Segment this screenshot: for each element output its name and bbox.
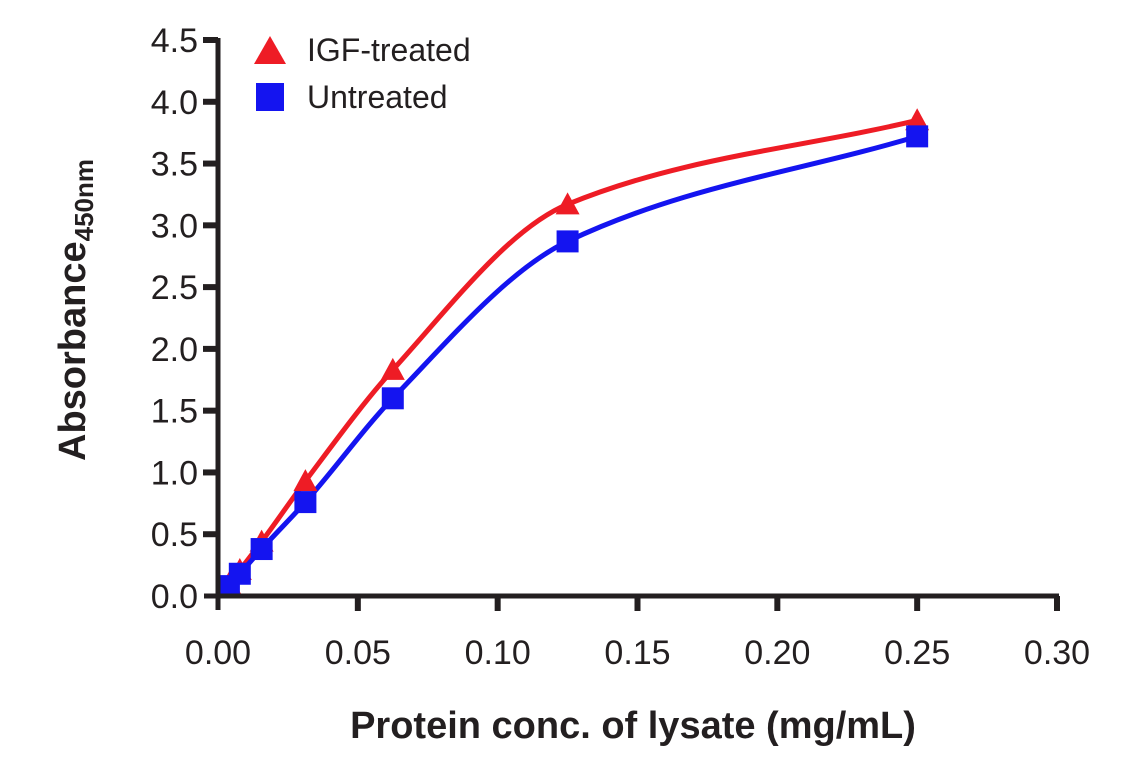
y-tick-label: 4.5 (151, 22, 198, 60)
y-tick-label: 0.5 (151, 516, 198, 554)
y-tick-label: 1.5 (151, 393, 198, 431)
data-point-triangle (905, 108, 930, 131)
fit-curves (216, 117, 918, 598)
y-tick-label: 0.0 (151, 578, 198, 616)
y-tick-label: 1.0 (151, 454, 198, 492)
svg-text:Absorbance450nm: Absorbance450nm (52, 159, 99, 461)
data-point-square (906, 125, 929, 148)
x-tick-label: 0.15 (604, 634, 670, 672)
data-point-square (294, 491, 317, 514)
y-tick-label: 3.0 (151, 207, 198, 245)
x-axis-title: Protein conc. of lysate (mg/mL) (350, 705, 916, 747)
x-tick-labels: 0.00 0.05 0.10 0.15 0.20 0.25 0.30 (185, 634, 1090, 672)
legend-triangle-marker (254, 36, 286, 64)
data-markers (216, 108, 930, 598)
data-point-square (250, 538, 273, 561)
legend-square-marker (256, 83, 284, 111)
y-tick-labels: 0.0 0.5 1.0 1.5 2.0 2.5 3.0 3.5 4.0 4.5 (151, 22, 198, 616)
legend-label-igf-treated: IGF-treated (307, 32, 471, 68)
y-axis-title-main: Absorbance (52, 241, 94, 461)
y-tick-label: 3.5 (151, 146, 198, 184)
x-tick-label: 0.10 (465, 634, 531, 672)
data-point-triangle (293, 469, 318, 492)
data-point-square (381, 387, 404, 410)
fit-curve-igf-treated (216, 117, 918, 598)
axes (203, 37, 1060, 611)
x-tick-label: 0.00 (185, 634, 251, 672)
y-tick-label: 4.0 (151, 84, 198, 122)
x-tick-label: 0.05 (325, 634, 391, 672)
data-point-triangle (555, 192, 580, 215)
y-axis-title-subscript: 450nm (69, 159, 99, 241)
legend-item-untreated: Untreated (256, 79, 448, 115)
y-tick-label: 2.5 (151, 269, 198, 307)
x-tick-label: 0.25 (884, 634, 950, 672)
legend-item-igf-treated: IGF-treated (254, 32, 471, 68)
legend: IGF-treated Untreated (254, 32, 471, 115)
data-point-square (556, 230, 579, 253)
y-tick-label: 2.0 (151, 331, 198, 369)
data-point-triangle (380, 357, 405, 380)
legend-label-untreated: Untreated (307, 79, 448, 115)
x-tick-label: 0.20 (744, 634, 810, 672)
data-point-square (228, 562, 251, 585)
x-tick-label: 0.30 (1024, 634, 1090, 672)
y-axis-title: Absorbance450nm (52, 159, 99, 461)
